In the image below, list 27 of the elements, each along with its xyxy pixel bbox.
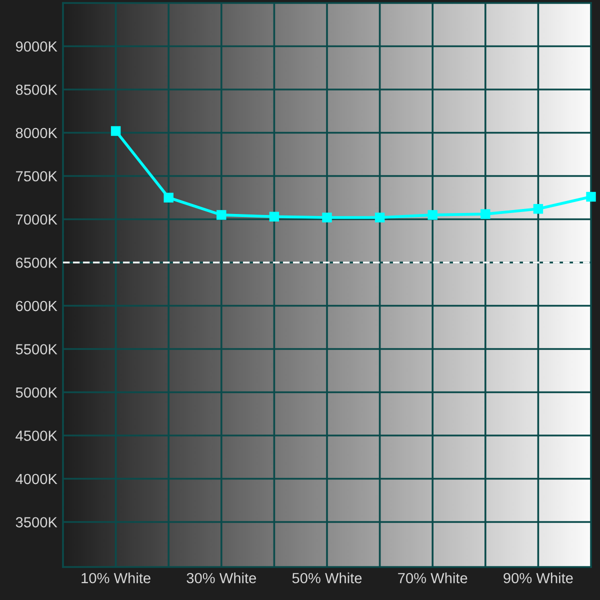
point — [110, 126, 121, 136]
x-tick-label: 10% White — [82, 572, 150, 584]
y-tick-label: 5000K — [16, 387, 58, 398]
y-tick-label: 4500K — [16, 430, 58, 441]
y-tick-label: 7500K — [16, 171, 58, 182]
point — [322, 212, 332, 222]
point — [533, 204, 544, 214]
x-tick-label: 30% White — [186, 572, 256, 584]
y-tick-label: 4000K — [16, 474, 58, 484]
y-tick-label: 7000K — [16, 214, 58, 225]
point — [428, 210, 438, 220]
y-tick-label: 8000K — [16, 128, 58, 138]
point — [164, 192, 174, 202]
y-tick-label: 6000K — [16, 300, 58, 312]
point — [374, 212, 385, 222]
x-tick-label: 50% White — [292, 572, 362, 584]
y-tick-label: 6500K — [16, 258, 58, 268]
point — [269, 212, 280, 222]
point — [586, 192, 596, 202]
y-tick-label: 5500K — [16, 344, 58, 354]
x-tick-label: 70% White — [398, 572, 468, 584]
point — [216, 210, 226, 220]
x-tick-label: 90% White — [504, 572, 573, 584]
point — [480, 209, 490, 219]
y-tick-label: 3500K — [16, 517, 58, 528]
y-tick-label: 9000K — [16, 41, 58, 52]
y-tick-label: 8500K — [16, 84, 58, 95]
